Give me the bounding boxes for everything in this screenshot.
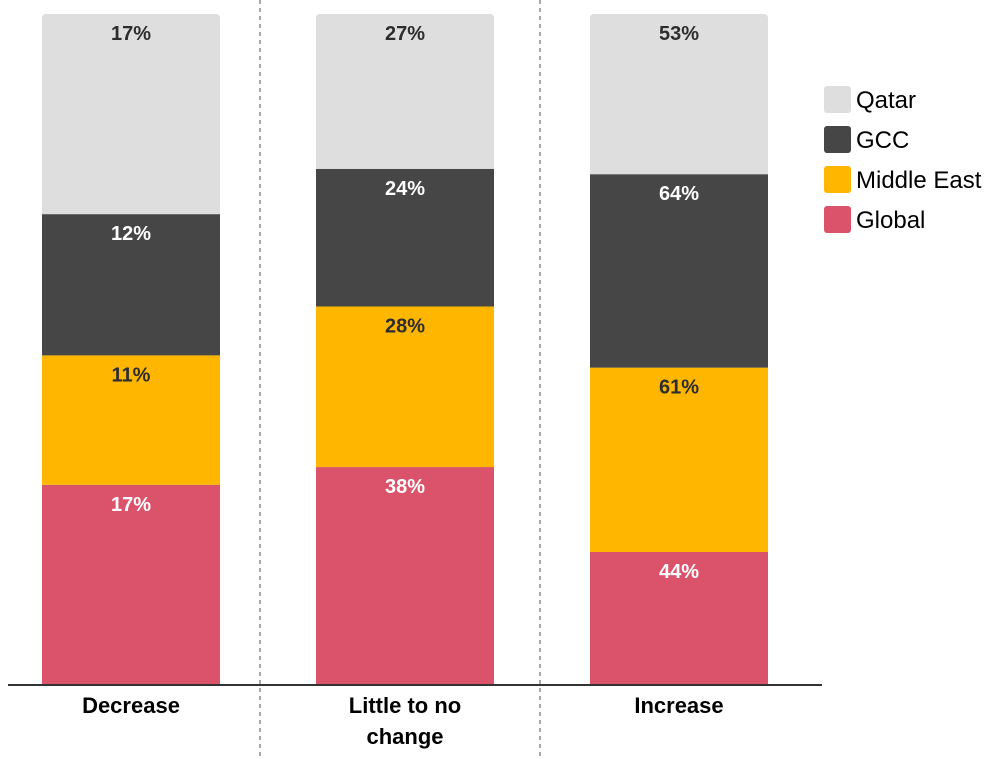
bar-stack-little-to-no-change: 38% 28% 24% 27%: [316, 14, 494, 685]
data-label-qatar-decrease: 17%: [111, 23, 151, 45]
data-label-qatar-increase: 53%: [659, 23, 699, 45]
data-label-gcc-little-to-no-change: 24%: [385, 178, 425, 200]
data-label-middle-east-increase: 61%: [659, 377, 699, 399]
legend-swatch-global: [824, 206, 851, 233]
bar-segment-middle-east-decrease: [42, 355, 220, 485]
legend-label-gcc: GCC: [856, 127, 909, 154]
bars: 17% 11% 12% 17% 38% 28% 24% 27% 44% 61% 64% 53%: [42, 14, 768, 685]
bar-segment-global-decrease: [42, 484, 220, 685]
bar-segment-gcc-increase: [590, 174, 768, 368]
legend-label-middle-east: Middle East: [856, 167, 982, 194]
bar-segment-qatar-decrease: [42, 14, 220, 215]
legend-swatch-middle-east: [824, 166, 851, 193]
data-label-gcc-decrease: 12%: [111, 223, 151, 245]
legend-swatch-gcc: [824, 126, 851, 153]
legend-swatch-qatar: [824, 86, 851, 113]
bar-segment-global-little-to-no-change: [316, 467, 494, 685]
legend-label-global: Global: [856, 207, 925, 234]
legend-item-gcc: GCC: [824, 126, 909, 154]
data-label-global-increase: 44%: [659, 561, 699, 583]
data-label-middle-east-little-to-no-change: 28%: [385, 315, 425, 337]
category-separators: [259, 0, 541, 759]
data-label-gcc-increase: 64%: [659, 183, 699, 205]
legend-item-middle-east: Middle East: [824, 166, 982, 194]
legend: Qatar GCC Middle East Global: [824, 86, 982, 234]
x-tick-label-decrease: Decrease: [82, 693, 180, 718]
bar-segment-qatar-increase: [590, 14, 768, 175]
bar-segment-qatar-little-to-no-change: [316, 14, 494, 169]
legend-label-qatar: Qatar: [856, 87, 916, 114]
data-label-qatar-little-to-no-change: 27%: [385, 23, 425, 45]
x-tick-label-increase: Increase: [634, 693, 723, 718]
bar-stack-increase: 44% 61% 64% 53%: [590, 14, 768, 685]
bar-stack-decrease: 17% 11% 12% 17%: [42, 14, 220, 685]
bar-segment-middle-east-increase: [590, 367, 768, 553]
legend-item-global: Global: [824, 206, 925, 234]
data-label-global-little-to-no-change: 38%: [385, 476, 425, 498]
bar-segment-middle-east-little-to-no-change: [316, 306, 494, 468]
data-label-global-decrease: 17%: [111, 494, 151, 516]
bar-segment-gcc-little-to-no-change: [316, 168, 494, 307]
legend-item-qatar: Qatar: [824, 86, 916, 114]
bar-segment-global-increase: [590, 552, 768, 685]
bar-segment-gcc-decrease: [42, 214, 220, 356]
data-label-middle-east-decrease: 11%: [112, 364, 151, 386]
x-tick-label-little-to-no-change: Little to no change: [349, 693, 461, 749]
x-axis-labels: Decrease Little to no change Increase: [82, 693, 724, 749]
